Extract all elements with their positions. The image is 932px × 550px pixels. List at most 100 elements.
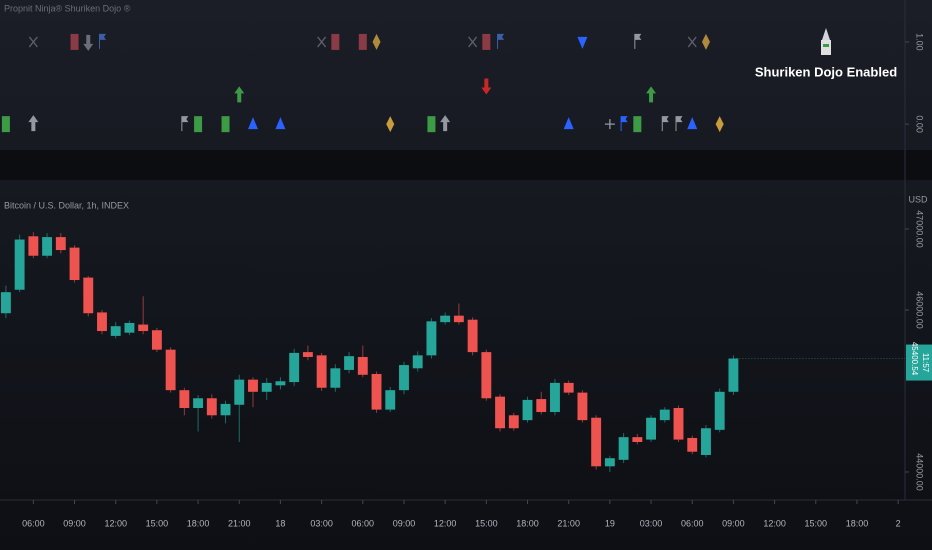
- x-tick-label: 15:00: [805, 518, 828, 528]
- x-tick-label: 03:00: [310, 518, 333, 528]
- signal-marker: [481, 78, 492, 95]
- x-tick-label: 18: [275, 518, 285, 528]
- signal-marker: [701, 33, 710, 50]
- signal-marker: [1, 116, 10, 133]
- y-tick-label: 44000.00: [915, 453, 925, 491]
- candle-body: [28, 236, 39, 256]
- signal-marker: [331, 33, 340, 50]
- pane-separator: [0, 150, 932, 180]
- candle-body: [632, 437, 643, 443]
- candle-body: [646, 417, 656, 440]
- candle-body: [357, 356, 368, 375]
- y-tick-label: 46000.00: [915, 291, 925, 329]
- x-tick-label: 18:00: [846, 518, 869, 528]
- indicator-title: Propnit Ninja® Shuriken Dojo ®: [4, 3, 131, 13]
- candle-body: [604, 458, 615, 467]
- signal-marker: [563, 117, 574, 130]
- candle-body: [426, 321, 437, 356]
- signal-marker: [440, 115, 451, 132]
- candle-body: [261, 382, 272, 392]
- signal-marker: [497, 33, 505, 49]
- candle-body: [371, 373, 382, 410]
- x-tick-label: 06:00: [681, 518, 704, 528]
- candle-body: [536, 399, 547, 413]
- x-tick-label: 12:00: [763, 518, 786, 528]
- candle-body: [220, 403, 231, 416]
- signal-marker: [83, 34, 94, 51]
- candle-body: [522, 399, 533, 421]
- x-tick-label: 18:00: [516, 518, 539, 528]
- x-tick-label: 19: [605, 518, 615, 528]
- x-tick-label: 09:00: [63, 518, 86, 528]
- candle-body: [151, 330, 162, 350]
- candle-body: [385, 390, 396, 410]
- signal-marker: [275, 117, 286, 130]
- candle-body: [234, 379, 245, 405]
- candle-body: [399, 365, 409, 391]
- signal-marker: [604, 119, 615, 130]
- signal-marker: [386, 116, 395, 133]
- candle-body: [563, 382, 574, 393]
- candle-body: [659, 409, 670, 421]
- candle-body: [728, 358, 739, 392]
- candle-body: [687, 437, 698, 452]
- candle-body: [440, 315, 451, 323]
- candle-body: [55, 237, 66, 251]
- candle-body: [714, 391, 725, 430]
- signal-marker: [98, 33, 106, 49]
- x-tick-label: 12:00: [104, 518, 127, 528]
- candle-body: [69, 247, 80, 281]
- signal-marker: [181, 116, 189, 132]
- signal-marker: [358, 33, 367, 50]
- candle-body: [618, 437, 629, 460]
- x-tick-label: 03:00: [640, 518, 663, 528]
- candle-body: [316, 355, 327, 388]
- candle-body: [275, 381, 286, 386]
- candle-body: [124, 322, 135, 333]
- signal-marker: [372, 33, 381, 50]
- candle-body: [138, 324, 149, 332]
- signal-marker: [70, 33, 79, 50]
- signal-marker: [482, 33, 491, 50]
- signal-marker: [687, 117, 698, 130]
- signal-marker: [427, 116, 436, 133]
- candle-body: [495, 396, 506, 429]
- signal-marker: [646, 86, 657, 103]
- candle-body: [508, 415, 519, 429]
- main-title: Bitcoin / U.S. Dollar, 1h, INDEX: [4, 200, 129, 210]
- candle-body: [673, 407, 684, 440]
- signal-marker: [28, 115, 39, 132]
- candle-body: [467, 319, 478, 353]
- x-tick-label: 15:00: [146, 518, 169, 528]
- candle-body: [344, 356, 355, 370]
- candle-body: [591, 417, 602, 467]
- last-price-label: 45400.54: [910, 342, 919, 376]
- candle-body: [97, 312, 107, 332]
- signal-marker: [234, 86, 245, 103]
- y-tick-label: 1.00: [915, 33, 925, 51]
- candle-body: [83, 277, 94, 314]
- candle-body: [248, 379, 258, 392]
- last-price-tag: [906, 344, 932, 381]
- candle-body: [302, 352, 313, 357]
- x-tick-label: 06:00: [22, 518, 45, 528]
- candle-body: [701, 428, 711, 455]
- candle-body: [481, 352, 492, 399]
- x-tick-label: 18:00: [187, 518, 210, 528]
- candle-body: [206, 398, 217, 416]
- signal-marker: [634, 33, 642, 49]
- signal-marker: [221, 116, 230, 133]
- candle-body: [165, 349, 176, 391]
- logo: [821, 28, 831, 55]
- candle-body: [14, 239, 25, 290]
- countdown-label: 11:57: [921, 353, 930, 373]
- candle-body: [42, 237, 53, 256]
- x-tick-label: 21:00: [228, 518, 251, 528]
- x-tick-label: 09:00: [393, 518, 416, 528]
- x-tick-label: 2: [896, 518, 901, 528]
- y-tick-label: 0.00: [915, 115, 925, 133]
- candle-body: [0, 292, 11, 314]
- signal-marker: [468, 36, 478, 48]
